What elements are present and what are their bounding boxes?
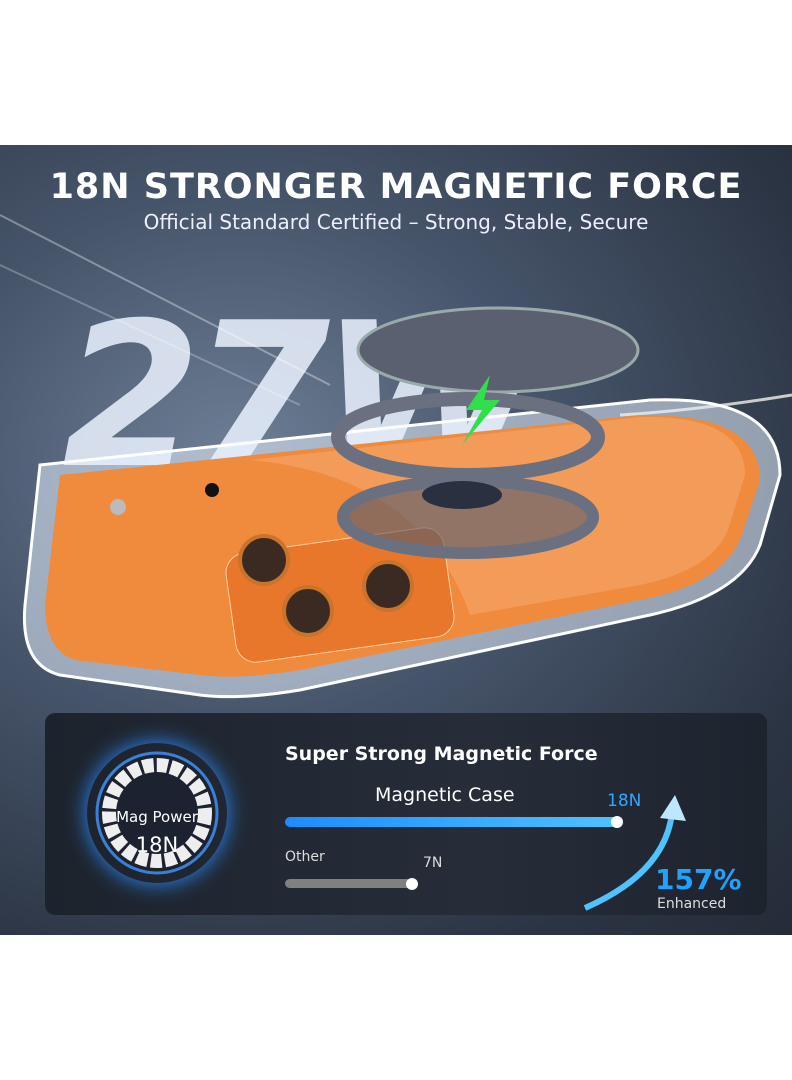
camera-lens (282, 585, 334, 637)
arrow-up-icon (583, 795, 686, 911)
magnetic-case-label: Magnetic Case (375, 784, 515, 806)
magnetic-case-bar (285, 816, 623, 828)
camera-lens (238, 534, 290, 586)
mag-power-ring-icon (87, 743, 227, 883)
magnetic-force-panel: Mag Power 18N Super Strong Magnetic Forc… (45, 713, 767, 915)
magsafe-charger (331, 306, 640, 559)
lightning-icon (462, 375, 500, 445)
subheadline: Official Standard Certified – Strong, St… (143, 210, 649, 234)
phone-case-illustration (0, 214, 792, 699)
panel-title: Super Strong Magnetic Force (285, 743, 598, 765)
magnetic-case-value: 18N (607, 791, 642, 811)
improvement-label: Enhanced (657, 896, 727, 912)
improvement-percent: 157% (655, 863, 742, 896)
ring-label: Mag Power (116, 808, 198, 826)
product-banner: 27W 18N STRONGER MAGNETIC FORCE Official… (0, 145, 792, 935)
other-label: Other (285, 849, 325, 865)
ring-value: 18N (135, 833, 179, 857)
other-bar (285, 878, 418, 890)
headline: 18N STRONGER MAGNETIC FORCE (49, 167, 743, 207)
camera-lens (362, 560, 414, 612)
other-value: 7N (423, 855, 443, 871)
